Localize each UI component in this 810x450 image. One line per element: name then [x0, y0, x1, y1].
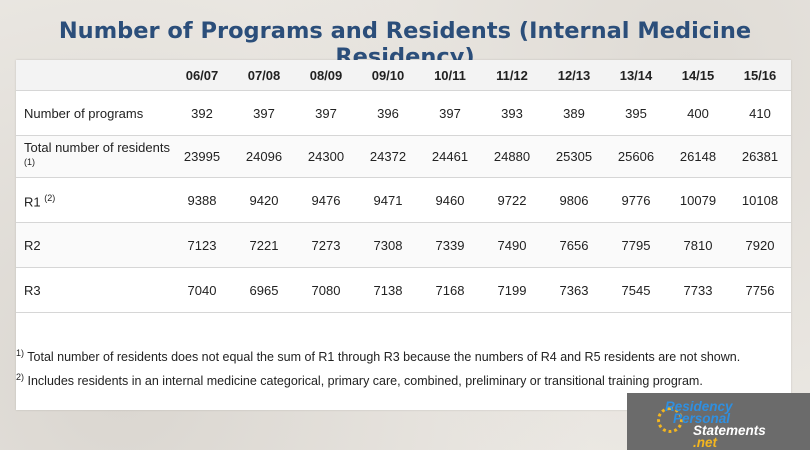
table-cell: 7810: [667, 222, 729, 268]
table-row: Total number of residents (1) 23995 2409…: [16, 135, 791, 178]
table-cell: 7138: [357, 267, 419, 313]
table-cell: 395: [605, 90, 667, 136]
header-corner: [16, 60, 171, 91]
table-cell: 7490: [481, 222, 543, 268]
table-cell: 392: [171, 90, 233, 136]
year-header: 08/09: [295, 60, 357, 91]
table-cell: 397: [419, 90, 481, 136]
table-cell: 7273: [295, 222, 357, 268]
site-logo[interactable]: Residency Personal Statements .net: [627, 393, 810, 450]
table-cell: 7339: [419, 222, 481, 268]
table-cell: 9388: [171, 177, 233, 223]
table-cell: 396: [357, 90, 419, 136]
table-cell: 410: [729, 90, 791, 136]
table-cell: 9420: [233, 177, 295, 223]
table-cell: 9471: [357, 177, 419, 223]
year-header: 06/07: [171, 60, 233, 91]
table-cell: 7363: [543, 267, 605, 313]
table-cell: 9722: [481, 177, 543, 223]
footnote-text: Total number of residents does not equal…: [24, 350, 741, 365]
footnote-mark: (1): [24, 156, 35, 167]
table-cell: 26148: [667, 135, 729, 178]
year-header: 15/16: [729, 60, 791, 91]
table-cell: 6965: [233, 267, 295, 313]
table-cell: 7545: [605, 267, 667, 313]
table-cell: 7795: [605, 222, 667, 268]
table-cell: 26381: [729, 135, 791, 178]
footnote-number: 2): [16, 372, 25, 383]
row-label: R2: [16, 222, 171, 268]
table-cell: 9476: [295, 177, 357, 223]
table-cell: 7221: [233, 222, 295, 268]
table-cell: 7656: [543, 222, 605, 268]
table-cell: 7040: [171, 267, 233, 313]
year-header: 14/15: [667, 60, 729, 91]
year-header: 13/14: [605, 60, 667, 91]
row-label: Total number of residents (1): [16, 135, 171, 178]
footnote-number: 1): [16, 348, 25, 358]
table-cell: 24372: [357, 135, 419, 178]
table-cell: 7756: [729, 267, 791, 313]
logo-stars-icon: [657, 407, 683, 433]
row-label: R1 (2): [16, 177, 171, 223]
table-cell: 24300: [295, 135, 357, 178]
header-row: 06/07 07/08 08/09 09/10 10/11 11/12 12/1…: [16, 60, 791, 91]
table-cell: 389: [543, 90, 605, 136]
year-header: 12/13: [543, 60, 605, 91]
table-cell: 7080: [295, 267, 357, 313]
logo-wordmark: Residency Personal Statements .net: [665, 399, 766, 450]
table-cell: 397: [295, 90, 357, 136]
data-card: 06/07 07/08 08/09 09/10 10/11 11/12 12/1…: [16, 60, 791, 410]
table-cell: 10079: [667, 177, 729, 223]
table-cell: 9806: [543, 177, 605, 223]
table-cell: 23995: [171, 135, 233, 178]
footnote: 1) Total number of residents does not eq…: [16, 348, 791, 364]
table-cell: 7733: [667, 267, 729, 313]
year-header: 11/12: [481, 60, 543, 91]
table-cell: 400: [667, 90, 729, 136]
table-cell: 24096: [233, 135, 295, 178]
table-cell: 25305: [543, 135, 605, 178]
footnote-text: Includes residents in an internal medici…: [24, 374, 703, 389]
row-label: R3: [16, 267, 171, 313]
table-row: R1 (2) 9388 9420 9476 9471 9460 9722 980…: [16, 177, 791, 223]
table-cell: 397: [233, 90, 295, 136]
year-header: 07/08: [233, 60, 295, 91]
table-row: R2 7123 7221 7273 7308 7339 7490 7656 77…: [16, 222, 791, 268]
table-cell: 10108: [729, 177, 791, 223]
residency-table: 06/07 07/08 08/09 09/10 10/11 11/12 12/1…: [16, 60, 791, 313]
page-title: Number of Programs and Residents (Intern…: [58, 18, 752, 70]
footnote-mark: (2): [44, 192, 56, 203]
table-cell: 9460: [419, 177, 481, 223]
table-cell: 7123: [171, 222, 233, 268]
table-cell: 9776: [605, 177, 667, 223]
table-cell: 7920: [729, 222, 791, 268]
table-cell: 25606: [605, 135, 667, 178]
table-cell: 7199: [481, 267, 543, 313]
year-header: 10/11: [419, 60, 481, 91]
table-cell: 24461: [419, 135, 481, 178]
table-row: R3 7040 6965 7080 7138 7168 7199 7363 75…: [16, 267, 791, 313]
table-cell: 7308: [357, 222, 419, 268]
year-header: 09/10: [357, 60, 419, 91]
table-cell: 7168: [419, 267, 481, 313]
footnote: 2) Includes residents in an internal med…: [16, 372, 791, 388]
footnotes: 1) Total number of residents does not eq…: [16, 340, 791, 396]
table-row: Number of programs 392 397 397 396 397 3…: [16, 90, 791, 136]
table-cell: 24880: [481, 135, 543, 178]
row-label: Number of programs: [16, 90, 171, 136]
table-cell: 393: [481, 90, 543, 136]
